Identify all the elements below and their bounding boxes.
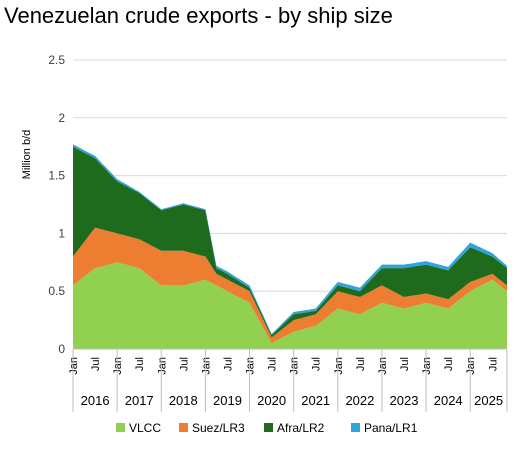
y-tick-label: 1.5 xyxy=(48,169,65,183)
x-month-label: Jan xyxy=(156,357,168,375)
legend-label-vlcc: VLCC xyxy=(129,421,161,435)
area-afra-lr2 xyxy=(73,146,507,338)
legend-label-suez-lr3: Suez/LR3 xyxy=(192,421,245,435)
x-month-label: Jan xyxy=(245,357,257,375)
legend-swatch-pana-lr1 xyxy=(351,423,360,432)
x-month-label: Jan xyxy=(465,357,477,375)
x-month-label: Jul xyxy=(90,357,102,371)
y-tick-label: 1 xyxy=(58,226,65,240)
legend-swatch-vlcc xyxy=(116,423,125,432)
legend-label-afra-lr2: Afra/LR2 xyxy=(277,421,325,435)
x-year-label: 2023 xyxy=(390,393,419,408)
x-month-label: Jul xyxy=(311,357,323,371)
legend: VLCC Suez/LR3 Afra/LR2 Pana/LR1 xyxy=(116,421,418,435)
legend-label-pana-lr1: Pana/LR1 xyxy=(364,421,418,435)
x-year-label: 2018 xyxy=(169,393,198,408)
x-month-label: Jul xyxy=(487,357,499,371)
x-month-label: Jul xyxy=(399,357,411,371)
x-month-label: Jul xyxy=(443,357,455,371)
y-tick-label: 2 xyxy=(58,111,65,125)
x-year-label: 2021 xyxy=(301,393,330,408)
x-month-label: Jan xyxy=(377,357,389,375)
x-year-label: 2019 xyxy=(213,393,242,408)
x-month-label: Jan xyxy=(68,357,80,375)
x-year-label: 2020 xyxy=(257,393,286,408)
area-vlcc xyxy=(73,262,507,349)
y-tick-label: 2.5 xyxy=(48,53,65,67)
legend-swatch-suez-lr3 xyxy=(179,423,188,432)
legend-swatch-afra-lr2 xyxy=(264,423,273,432)
x-month-label: Jan xyxy=(289,357,301,375)
y-tick-label: 0 xyxy=(58,342,65,356)
y-tick-label: 0.5 xyxy=(48,284,65,298)
x-month-label: Jan xyxy=(421,357,433,375)
x-year-label: 2016 xyxy=(81,393,110,408)
x-month-label: Jul xyxy=(223,357,235,371)
axes: 0 0.5 1 1.5 2 2.5 Million b/d Jan Jul 2016 Jan Jul 2… xyxy=(21,53,508,412)
area-suez-lr3 xyxy=(73,227,507,344)
x-year-label: 2024 xyxy=(434,393,463,408)
x-month-label: Jul xyxy=(355,357,367,371)
x-month-label: Jan xyxy=(112,357,124,375)
x-month-label: Jul xyxy=(267,357,279,371)
x-month-label: Jan xyxy=(333,357,345,375)
y-axis-title: Million b/d xyxy=(21,130,33,180)
x-year-label: 2025 xyxy=(474,393,503,408)
area-series xyxy=(73,144,507,349)
chart-title: Venezuelan crude exports - by ship size xyxy=(4,3,393,28)
x-year-label: 2022 xyxy=(345,393,374,408)
x-month-label: Jul xyxy=(134,357,146,371)
x-year-label: 2017 xyxy=(125,393,154,408)
x-month-label: Jan xyxy=(200,357,212,375)
x-month-label: Jul xyxy=(178,357,190,371)
